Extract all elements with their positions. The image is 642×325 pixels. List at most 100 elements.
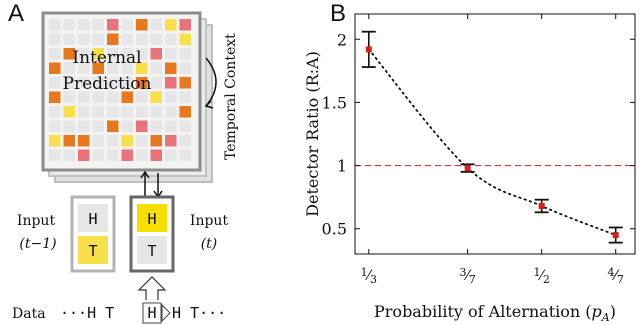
grid-cell xyxy=(49,135,61,147)
grid-cell xyxy=(78,120,90,132)
x-axis-label-main: Probability of Alternation ( xyxy=(374,302,592,321)
grid-cell xyxy=(150,120,162,132)
data-points xyxy=(361,30,623,244)
temporal-arrowhead xyxy=(204,100,214,109)
grid-cell xyxy=(136,91,148,103)
grid-cell xyxy=(92,77,104,89)
grid-cell xyxy=(78,33,90,45)
input-curr-bottom-letter: T xyxy=(147,242,156,260)
grid-cell xyxy=(121,149,133,161)
grid-cell xyxy=(165,62,177,74)
grid-cell xyxy=(179,62,191,74)
grid-cell xyxy=(78,135,90,147)
data-point xyxy=(464,165,471,172)
grid-cell xyxy=(63,91,75,103)
grid-cell xyxy=(121,62,133,74)
grid-cell xyxy=(136,135,148,147)
grid-cell xyxy=(78,19,90,31)
grid-cell xyxy=(136,149,148,161)
input-prev-label: Input xyxy=(17,213,56,229)
input-curr-label: Input xyxy=(190,213,229,229)
grid-cell xyxy=(179,120,191,132)
fit-curve xyxy=(367,48,617,236)
panel-b-chart: 0.5 1 1.5 2 1⁄3 3⁄7 1⁄2 4⁄7 Detector Ratio (R:… xyxy=(303,13,636,324)
grid-cell xyxy=(165,19,177,31)
grid-cell xyxy=(92,149,104,161)
grid-cell xyxy=(136,33,148,45)
input-prev-bottom-cell xyxy=(78,236,108,264)
grid-cell xyxy=(107,149,119,161)
grid-cell xyxy=(121,33,133,45)
grid-cell xyxy=(49,62,61,74)
grid-cell xyxy=(107,77,119,89)
grid-cell xyxy=(150,149,162,161)
grid-cell xyxy=(179,106,191,118)
grid-cell xyxy=(121,19,133,31)
grid-cell xyxy=(49,48,61,60)
grid-cell xyxy=(107,120,119,132)
plot-frame xyxy=(354,13,636,255)
grid-cell xyxy=(136,77,148,89)
input-prev-bottom-letter: T xyxy=(88,242,97,260)
data-point xyxy=(612,232,619,239)
grid-title-line2: Prediction xyxy=(63,74,152,94)
grid-cell xyxy=(136,62,148,74)
input-curr-top-letter: H xyxy=(147,210,156,228)
grid-cell xyxy=(150,33,162,45)
grid-cell xyxy=(92,62,104,74)
grid-cell xyxy=(78,106,90,118)
panel-b-letter: B xyxy=(330,0,347,27)
grid-cell xyxy=(63,62,75,74)
grid-cell xyxy=(165,106,177,118)
input-prev-top-letter: H xyxy=(88,210,97,228)
grid-cell xyxy=(136,48,148,60)
grid-cell xyxy=(136,19,148,31)
grid-cell xyxy=(165,149,177,161)
grid-cell xyxy=(165,48,177,60)
x-axis-label-var: p xyxy=(592,302,602,321)
panel-a: Internal Prediction Temporal Context H T… xyxy=(12,11,239,324)
grid-cell xyxy=(121,106,133,118)
data-sequence-right: H T··· xyxy=(172,304,226,322)
y-tick-label: 0.5 xyxy=(322,220,347,239)
grid-cell xyxy=(136,120,148,132)
grid-cell xyxy=(179,33,191,45)
grid-cell xyxy=(150,135,162,147)
grid-cell xyxy=(121,48,133,60)
grid-cell xyxy=(92,19,104,31)
grid-cell xyxy=(165,91,177,103)
grid-cell xyxy=(92,106,104,118)
grid-cell xyxy=(63,120,75,132)
grid-cell xyxy=(121,77,133,89)
grid-cell xyxy=(78,149,90,161)
grid-cell xyxy=(107,48,119,60)
temporal-arrow xyxy=(205,57,217,107)
grid-cell xyxy=(92,33,104,45)
grid-cell xyxy=(121,120,133,132)
input-curr-top-cell xyxy=(137,204,167,232)
grid-cell xyxy=(92,135,104,147)
temporal-context-label: Temporal Context xyxy=(223,33,239,160)
grid-cell xyxy=(179,91,191,103)
grid-cell xyxy=(136,106,148,118)
grid-cell xyxy=(63,106,75,118)
input-prev-top-cell xyxy=(78,204,108,232)
grid-cell xyxy=(107,62,119,74)
data-input-arrow xyxy=(137,276,167,300)
data-point xyxy=(538,203,545,209)
grid-cell xyxy=(63,33,75,45)
grid-cell xyxy=(121,135,133,147)
grid-cell xyxy=(165,77,177,89)
grid-cell xyxy=(78,91,90,103)
input-curr-time: (t) xyxy=(201,236,218,252)
grid-title-line1: Internal xyxy=(72,48,141,68)
grid-cell xyxy=(165,33,177,45)
grid-cell xyxy=(92,48,104,60)
data-current-letter: H xyxy=(147,304,156,322)
grid-cell xyxy=(49,77,61,89)
grid-cell xyxy=(63,19,75,31)
x-axis-label: Probability of Alternation (pA) xyxy=(374,302,616,324)
y-tick-label: 1 xyxy=(337,157,347,176)
grid-cell xyxy=(63,48,75,60)
grid-cell xyxy=(49,120,61,132)
